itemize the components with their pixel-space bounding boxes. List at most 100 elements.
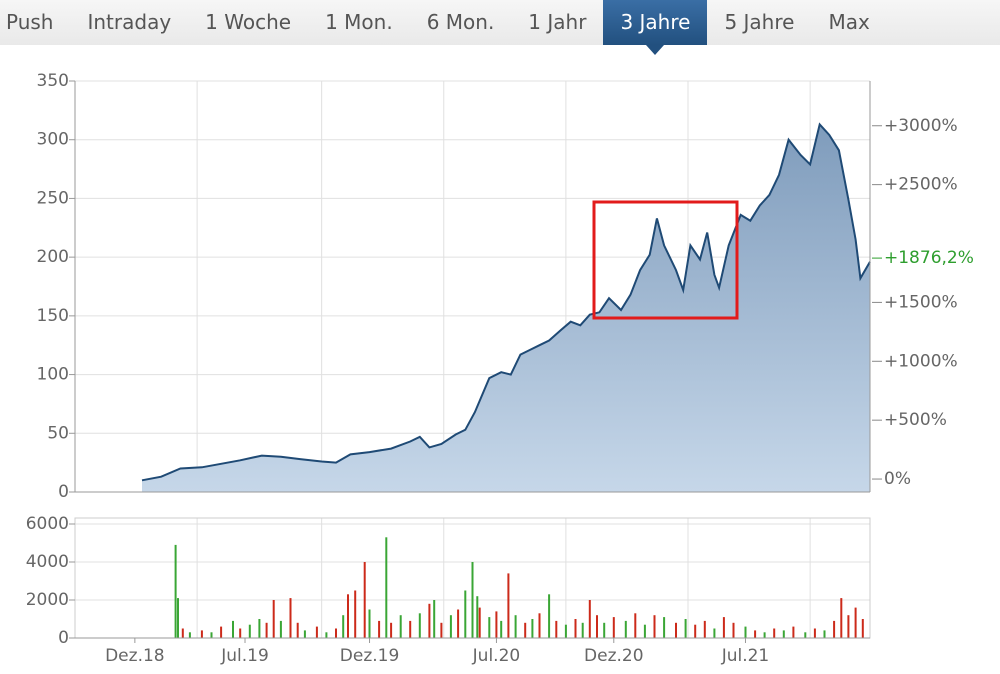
volume-bar bbox=[342, 615, 345, 638]
volume-bar bbox=[744, 626, 747, 638]
highlight-box bbox=[592, 200, 739, 320]
range-tab[interactable]: Max bbox=[828, 10, 870, 34]
y2-tick-label: +1000% bbox=[884, 351, 958, 371]
volume-bar bbox=[548, 594, 551, 638]
volume-bar bbox=[174, 544, 177, 638]
range-tab[interactable]: 1 Mon. bbox=[325, 10, 393, 34]
y-tick-label: 100 bbox=[37, 365, 69, 385]
volume-bar bbox=[177, 598, 179, 638]
volume-bar bbox=[782, 630, 785, 638]
current-value-label: +1876,2% bbox=[884, 248, 974, 268]
volume-bar bbox=[390, 622, 393, 638]
volume-bar bbox=[684, 619, 687, 638]
volume-bar bbox=[624, 620, 627, 638]
x-tick-label: Dez.20 bbox=[584, 646, 644, 666]
area-fill bbox=[142, 124, 870, 493]
volume-bar bbox=[239, 628, 242, 638]
volume-bar bbox=[220, 626, 223, 638]
volume-bar bbox=[449, 615, 452, 638]
volume-bar bbox=[478, 607, 481, 638]
volume-bar bbox=[385, 537, 388, 638]
volume-bar bbox=[823, 630, 826, 638]
volume-bar bbox=[840, 598, 843, 638]
volume-bar bbox=[538, 613, 541, 638]
x-tick-label: Jul.21 bbox=[721, 646, 770, 666]
volume-bar bbox=[200, 630, 203, 638]
volume-bar bbox=[555, 620, 558, 638]
range-tab[interactable]: 5 Jahre bbox=[724, 10, 795, 34]
volume-bar bbox=[732, 622, 735, 638]
volume-bar bbox=[531, 619, 534, 638]
y2-tick-label: +500% bbox=[884, 410, 947, 430]
volume-bar bbox=[804, 632, 807, 638]
volume-bar bbox=[847, 615, 850, 638]
volume-bar bbox=[763, 632, 766, 638]
volume-bar bbox=[476, 596, 479, 638]
range-tab[interactable]: 1 Woche bbox=[205, 10, 292, 34]
volume-bar bbox=[279, 620, 282, 638]
volume-bar bbox=[643, 624, 646, 638]
volume-bar bbox=[347, 594, 349, 638]
volume-bar bbox=[854, 607, 857, 638]
volume-bar bbox=[833, 620, 836, 638]
x-tick-label: Dez.19 bbox=[340, 646, 400, 666]
volume-bar bbox=[564, 624, 567, 638]
y-tick-label: 2000 bbox=[26, 590, 69, 610]
volume-bar bbox=[514, 615, 517, 638]
volume-bar bbox=[272, 600, 275, 638]
y-tick-label: 4000 bbox=[26, 552, 69, 572]
volume-bar bbox=[399, 615, 402, 638]
y2-tick-label: 0% bbox=[884, 469, 911, 489]
volume-bar bbox=[303, 630, 306, 638]
y-tick-label: 150 bbox=[37, 306, 69, 326]
volume-bar bbox=[596, 615, 598, 638]
y2-tick-label: +3000% bbox=[884, 116, 958, 136]
y-tick-label: 250 bbox=[37, 188, 69, 208]
volume-bar bbox=[574, 619, 577, 638]
range-tab[interactable]: 1 Jahr bbox=[528, 10, 587, 34]
volume-bar bbox=[418, 613, 421, 638]
volume-bar bbox=[325, 632, 328, 638]
volume-bar bbox=[428, 603, 431, 638]
y-tick-label: 6000 bbox=[26, 514, 69, 534]
volume-bar bbox=[703, 620, 706, 638]
y2-tick-label: +1500% bbox=[884, 292, 958, 312]
volume-bar bbox=[507, 573, 510, 638]
volume-bar bbox=[440, 622, 443, 638]
y-tick-label: 300 bbox=[37, 130, 69, 150]
range-tabs: Push Intraday 1 Woche 1 Mon. 6 Mon. 1 Jahr 3 J… bbox=[0, 0, 1000, 55]
price-line bbox=[141, 122, 871, 482]
volume-bar bbox=[524, 622, 527, 638]
volume-bar bbox=[713, 628, 716, 638]
volume-bar bbox=[315, 626, 318, 638]
range-tab[interactable]: Push bbox=[6, 10, 54, 34]
volume-bar bbox=[612, 617, 615, 638]
volume-bar bbox=[694, 624, 697, 638]
y-tick-label: 200 bbox=[37, 247, 69, 267]
volume-bar bbox=[634, 613, 637, 638]
volume-bar bbox=[188, 632, 191, 638]
volume-bar bbox=[471, 562, 474, 638]
range-tab[interactable]: 3 Jahre bbox=[603, 0, 708, 55]
volume-bar bbox=[368, 609, 371, 638]
volume-bar bbox=[813, 628, 816, 638]
volume-bar bbox=[354, 590, 357, 638]
volume-bar bbox=[773, 628, 776, 638]
volume-bar bbox=[378, 620, 381, 638]
volume-bar bbox=[495, 611, 498, 638]
volume-bar bbox=[603, 622, 606, 638]
x-tick-label: Dez.18 bbox=[105, 646, 165, 666]
range-tab[interactable]: 6 Mon. bbox=[426, 10, 495, 34]
volume-bar bbox=[500, 620, 503, 638]
x-tick-label: Jul.19 bbox=[220, 646, 269, 666]
volume-bar bbox=[457, 609, 460, 638]
volume-bar bbox=[296, 622, 299, 638]
range-tab[interactable]: Intraday bbox=[87, 10, 172, 34]
volume-bar bbox=[722, 617, 725, 638]
volume-bar bbox=[663, 617, 666, 638]
y-tick-label: 0 bbox=[58, 628, 69, 648]
x-tick-label: Jul.20 bbox=[472, 646, 521, 666]
volume-bar bbox=[588, 600, 591, 638]
